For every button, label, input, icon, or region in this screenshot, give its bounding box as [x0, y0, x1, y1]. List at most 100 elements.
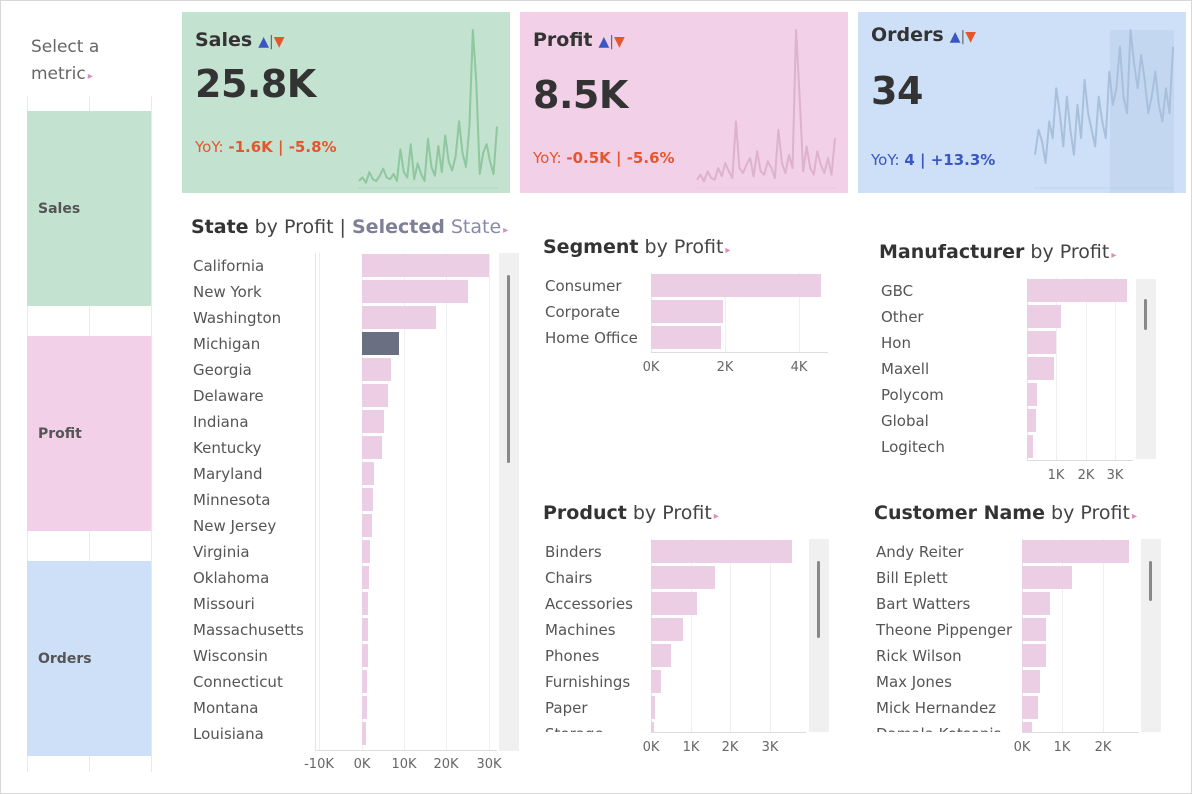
- category-label[interactable]: Missouri: [193, 595, 255, 613]
- category-label[interactable]: Bart Watters: [876, 595, 971, 613]
- bar[interactable]: [651, 696, 655, 719]
- category-label[interactable]: Max Jones: [876, 673, 952, 691]
- bar[interactable]: [1027, 357, 1054, 380]
- caret-right-icon[interactable]: ▸: [87, 71, 93, 82]
- category-label[interactable]: Binders: [545, 543, 602, 561]
- customer-scrollbar[interactable]: [1141, 539, 1161, 732]
- bar[interactable]: [362, 722, 366, 745]
- bar[interactable]: [362, 306, 436, 329]
- category-label[interactable]: Oklahoma: [193, 569, 270, 587]
- state-scrollbar-thumb[interactable]: [507, 275, 510, 463]
- bar[interactable]: [651, 566, 715, 589]
- bar[interactable]: [1022, 566, 1072, 589]
- category-label[interactable]: Logitech: [881, 438, 945, 456]
- bar[interactable]: [362, 462, 374, 485]
- kpi-card-sales[interactable]: Sales ▲|▼ 25.8K YoY: -1.6K | -5.8%: [182, 12, 510, 193]
- category-label[interactable]: New York: [193, 283, 262, 301]
- category-label[interactable]: New Jersey: [193, 517, 277, 535]
- bar[interactable]: [362, 618, 368, 641]
- bar[interactable]: [651, 540, 792, 563]
- category-label[interactable]: Andy Reiter: [876, 543, 964, 561]
- category-label[interactable]: Phones: [545, 647, 600, 665]
- category-label[interactable]: Mick Hernandez: [876, 699, 997, 717]
- category-label[interactable]: Damala Kotsonis: [876, 721, 1001, 732]
- category-label[interactable]: Maxell: [881, 360, 930, 378]
- manufacturer-scrollbar[interactable]: [1136, 279, 1156, 459]
- bar[interactable]: [362, 566, 369, 589]
- bar[interactable]: [1027, 383, 1037, 406]
- bar[interactable]: [651, 592, 697, 615]
- customer-scrollbar-thumb[interactable]: [1149, 561, 1152, 601]
- bar[interactable]: [362, 280, 468, 303]
- category-label[interactable]: Rick Wilson: [876, 647, 962, 665]
- category-label[interactable]: Virginia: [193, 543, 250, 561]
- bar[interactable]: [651, 274, 821, 297]
- category-label[interactable]: GBC: [881, 282, 914, 300]
- metric-profit-button[interactable]: Profit: [27, 336, 151, 531]
- kpi-card-orders[interactable]: Orders ▲|▼ 34 YoY: 4 | +13.3%: [858, 12, 1186, 193]
- category-label[interactable]: California: [193, 257, 265, 275]
- category-label[interactable]: Wisconsin: [193, 647, 268, 665]
- kpi-card-profit[interactable]: Profit ▲|▼ 8.5K YoY: -0.5K | -5.6%: [520, 12, 848, 193]
- caret-right-icon[interactable]: ▸: [1111, 250, 1117, 261]
- category-label[interactable]: Paper: [545, 699, 588, 717]
- bar[interactable]: [362, 592, 368, 615]
- bar[interactable]: [1027, 331, 1056, 354]
- category-label[interactable]: Global: [881, 412, 929, 430]
- bar[interactable]: [1027, 305, 1061, 328]
- caret-right-icon[interactable]: ▸: [725, 245, 731, 256]
- bar[interactable]: [362, 332, 399, 355]
- bar[interactable]: [362, 488, 373, 511]
- product-scrollbar-thumb[interactable]: [817, 561, 820, 638]
- category-label[interactable]: Consumer: [545, 277, 622, 295]
- bar[interactable]: [1022, 722, 1032, 732]
- bar[interactable]: [1027, 435, 1033, 458]
- category-label[interactable]: Storage: [545, 721, 604, 732]
- bar[interactable]: [362, 540, 370, 563]
- category-label[interactable]: Bill Eplett: [876, 569, 948, 587]
- bar[interactable]: [651, 644, 671, 667]
- bar[interactable]: [362, 254, 489, 277]
- bar[interactable]: [362, 358, 391, 381]
- bar[interactable]: [651, 326, 721, 349]
- bar[interactable]: [362, 410, 384, 433]
- bar[interactable]: [1022, 618, 1046, 641]
- caret-right-icon[interactable]: ▸: [713, 511, 719, 522]
- bar[interactable]: [1022, 670, 1040, 693]
- bar[interactable]: [362, 644, 368, 667]
- category-label[interactable]: Machines: [545, 621, 616, 639]
- bar[interactable]: [1022, 592, 1050, 615]
- bar[interactable]: [1022, 644, 1046, 667]
- category-label[interactable]: Maryland: [193, 465, 263, 483]
- bar[interactable]: [362, 670, 367, 693]
- category-label[interactable]: Montana: [193, 699, 259, 717]
- caret-right-icon[interactable]: ▸: [503, 225, 509, 236]
- category-label[interactable]: Washington: [193, 309, 282, 327]
- category-label[interactable]: Massachusetts: [193, 621, 304, 639]
- bar[interactable]: [362, 384, 388, 407]
- metric-sales-button[interactable]: Sales: [27, 111, 151, 306]
- bar[interactable]: [362, 436, 382, 459]
- category-label[interactable]: Furnishings: [545, 673, 631, 691]
- category-label[interactable]: Louisiana: [193, 725, 264, 743]
- bar[interactable]: [651, 300, 723, 323]
- category-label[interactable]: Corporate: [545, 303, 620, 321]
- bar[interactable]: [651, 670, 661, 693]
- category-label[interactable]: Chairs: [545, 569, 593, 587]
- category-label[interactable]: Theone Pippenger: [876, 621, 1013, 639]
- category-label[interactable]: Kentucky: [193, 439, 262, 457]
- bar[interactable]: [1027, 409, 1036, 432]
- category-label[interactable]: Delaware: [193, 387, 264, 405]
- category-label[interactable]: Minnesota: [193, 491, 271, 509]
- bar[interactable]: [651, 722, 654, 732]
- bar[interactable]: [1022, 696, 1038, 719]
- category-label[interactable]: Accessories: [545, 595, 633, 613]
- metric-orders-button[interactable]: Orders: [27, 561, 151, 756]
- category-label[interactable]: Home Office: [545, 329, 638, 347]
- manufacturer-scrollbar-thumb[interactable]: [1144, 299, 1147, 330]
- category-label[interactable]: Polycom: [881, 386, 944, 404]
- bar[interactable]: [651, 618, 683, 641]
- bar[interactable]: [1027, 279, 1127, 302]
- bar[interactable]: [362, 514, 372, 537]
- caret-right-icon[interactable]: ▸: [1131, 511, 1137, 522]
